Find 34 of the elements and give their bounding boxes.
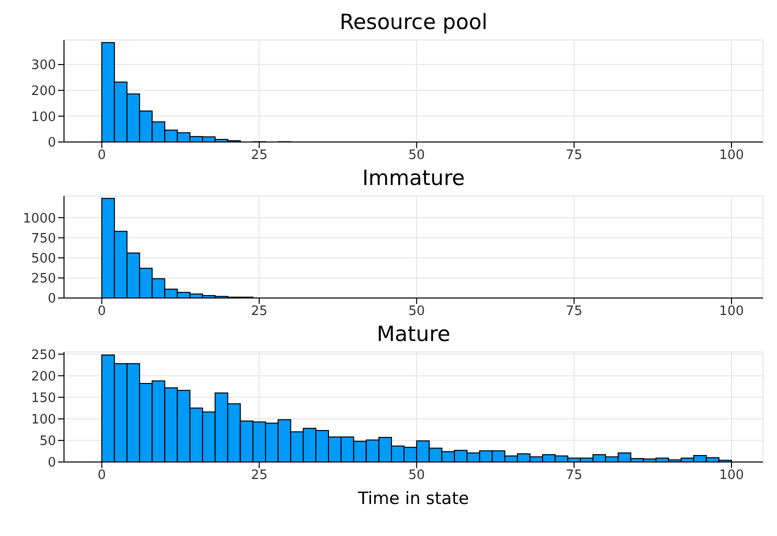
y-tick-label: 100	[31, 110, 56, 125]
x-tick-label: 75	[566, 148, 582, 164]
y-tick-label: 250	[31, 272, 56, 287]
x-tick-label: 100	[719, 304, 744, 320]
chart-title: Resource pool	[338, 9, 488, 36]
y-tick-label: 200	[31, 84, 56, 99]
y-tick-label: 150	[31, 390, 56, 406]
y-tick-label: 0	[48, 456, 56, 471]
x-tick-label: 50	[408, 468, 425, 484]
y-tick-label: 100	[31, 412, 56, 428]
x-tick-label: 50	[408, 148, 425, 164]
x-tick-label: 75	[566, 468, 582, 484]
x-tick-label: 50	[408, 304, 425, 320]
x-tick-label: 100	[719, 148, 744, 164]
x-tick-label: 25	[250, 304, 268, 320]
y-tick-label: 200	[31, 369, 56, 384]
y-tick-label: 50	[39, 434, 56, 450]
x-tick-label: 75	[566, 304, 582, 320]
x-tick-label: 25	[250, 468, 268, 484]
y-tick-label: 250	[31, 348, 56, 363]
x-tick-label: 25	[250, 148, 268, 164]
y-tick-label: 1000	[22, 211, 56, 226]
y-tick-label: 0	[48, 292, 56, 307]
x-tick-label: 0	[98, 304, 106, 320]
x-tick-label: 0	[98, 148, 106, 164]
y-tick-label: 750	[31, 231, 56, 246]
y-tick-label: 500	[31, 251, 56, 266]
y-tick-label: 300	[31, 58, 56, 74]
x-tick-label: 100	[719, 468, 744, 484]
chart-title: Immature	[361, 165, 466, 192]
x-tick-label: 0	[98, 468, 106, 484]
chart-title: Mature	[376, 321, 452, 348]
y-tick-label: 0	[48, 136, 56, 151]
x-axis-title: Time in state	[357, 489, 469, 509]
